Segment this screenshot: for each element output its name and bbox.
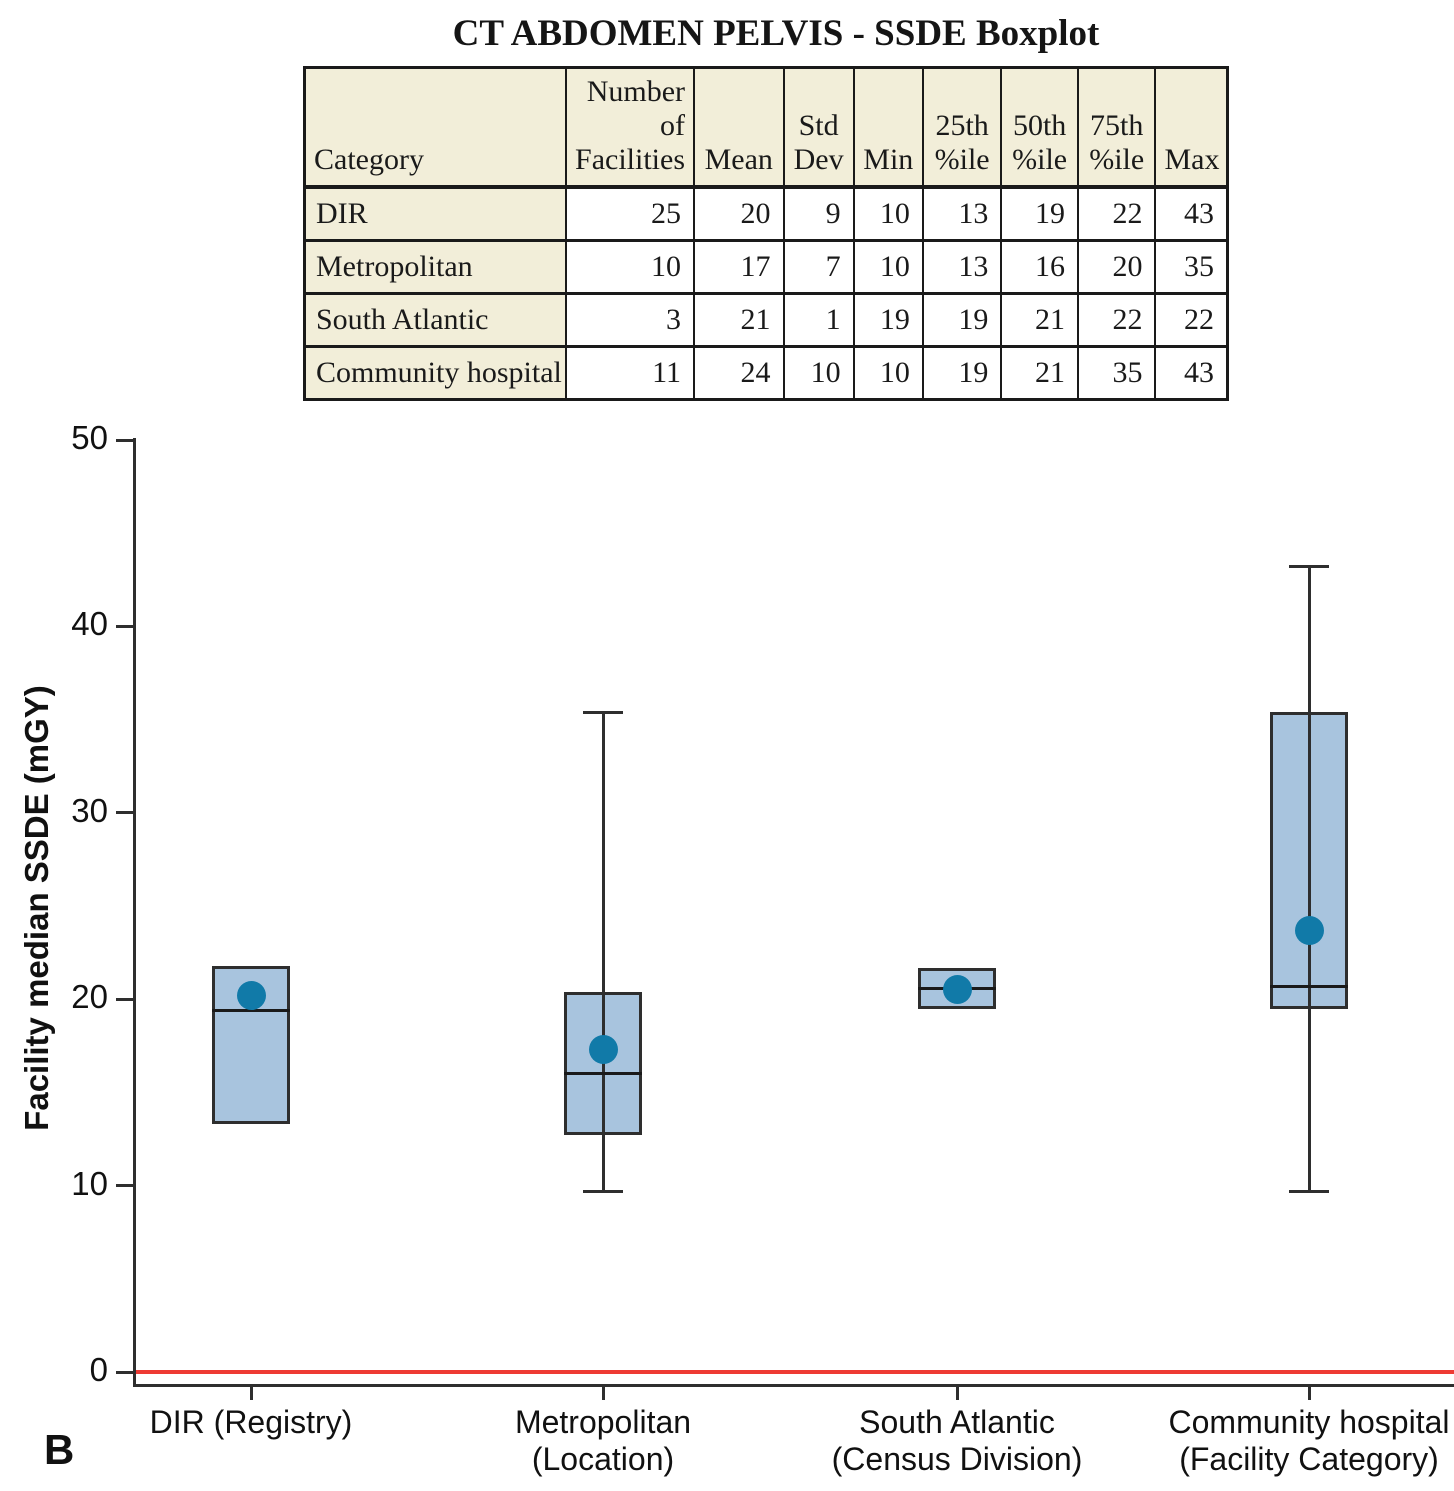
value-cell: 10	[564, 239, 696, 295]
median-line-dir	[212, 1008, 290, 1012]
median-line-community-hospital	[1270, 984, 1348, 988]
table-row: Community hospital 11 24 10 10 19 21 35 43	[303, 345, 1229, 401]
value-cell: 3	[564, 292, 696, 348]
value-cell: 43	[1154, 185, 1229, 242]
y-tick-label: 30	[71, 791, 108, 829]
header-cell: Min	[852, 66, 924, 189]
x-label-metropolitan: Metropolitan (Location)	[514, 1404, 692, 1477]
value-cell: 17	[693, 239, 785, 295]
table-row: DIR 25 20 9 10 13 19 22 43	[303, 185, 1229, 242]
mean-dot-south-atlantic	[942, 975, 972, 1005]
y-tick-label: 50	[71, 419, 108, 456]
y-tick	[116, 997, 135, 1001]
x-label-south-atlantic: South Atlantic (Census Division)	[831, 1404, 1083, 1477]
header-cell: Std Dev	[782, 66, 855, 189]
category-cell: Metropolitan	[303, 239, 567, 295]
category-cell: Community hospital	[303, 345, 567, 401]
y-axis-label: Facility median SSDE (mGY)	[18, 685, 55, 1131]
whisker-cap-high-metropolitan	[583, 710, 623, 714]
summary-stats-table: Category Number of Facilities Mean Std Dev M…	[303, 66, 1229, 401]
y-tick-label: 10	[71, 1164, 108, 1202]
zero-reference-line	[136, 1370, 1454, 1374]
y-axis-line	[133, 438, 136, 1386]
x-tick-south-atlantic	[955, 1387, 959, 1400]
mean-dot-dir	[236, 980, 266, 1010]
y-tick	[116, 811, 135, 815]
value-cell: 19	[921, 292, 1003, 348]
x-axis-line	[133, 1384, 1454, 1387]
header-cell: Number of Facilities	[564, 66, 696, 189]
value-cell: 10	[852, 345, 924, 401]
value-cell: 35	[1154, 239, 1229, 295]
value-cell: 11	[564, 345, 696, 401]
header-cell: Mean	[693, 66, 785, 189]
x-label-community-hospital: Community hospital (Facility Category)	[1168, 1404, 1450, 1477]
value-cell: 7	[782, 239, 855, 295]
x-tick-metropolitan	[601, 1387, 605, 1400]
chart-title: CT ABDOMEN PELVIS - SSDE Boxplot	[452, 13, 1100, 54]
y-tick-label: 0	[89, 1351, 108, 1388]
value-cell: 22	[1076, 292, 1157, 348]
category-cell: South Atlantic	[303, 292, 567, 348]
value-cell: 19	[852, 292, 924, 348]
median-line-metropolitan	[564, 1072, 642, 1076]
category-cell: DIR	[303, 185, 567, 242]
value-cell: 19	[1000, 185, 1079, 242]
value-cell: 21	[1000, 292, 1079, 348]
value-cell: 20	[693, 185, 785, 242]
value-cell: 19	[921, 345, 1003, 401]
table-row: South Atlantic 3 21 1 19 19 21 22 22	[303, 292, 1229, 348]
value-cell: 1	[782, 292, 855, 348]
whisker-cap-low-metropolitan	[583, 1189, 623, 1193]
value-cell: 10	[852, 185, 924, 242]
value-cell: 20	[1076, 239, 1157, 295]
y-tick	[116, 1184, 135, 1188]
value-cell: 24	[693, 345, 785, 401]
panel-label: B	[44, 1426, 75, 1473]
value-cell: 10	[782, 345, 855, 401]
y-tick	[116, 438, 135, 442]
value-cell: 16	[1000, 239, 1079, 295]
header-cell: 25th %ile	[921, 66, 1003, 189]
whisker-metropolitan	[601, 712, 605, 1192]
value-cell: 13	[921, 185, 1003, 242]
value-cell: 25	[564, 185, 696, 242]
header-cell: 75th %ile	[1076, 66, 1157, 189]
value-cell: 22	[1154, 292, 1229, 348]
value-cell: 43	[1154, 345, 1229, 401]
value-cell: 9	[782, 185, 855, 242]
y-tick	[116, 1370, 135, 1374]
x-tick-community-hospital	[1307, 1387, 1311, 1400]
header-cell: Max	[1154, 66, 1229, 189]
value-cell: 21	[693, 292, 785, 348]
whisker-cap-high-community-hospital	[1289, 565, 1329, 569]
whisker-community-hospital	[1307, 566, 1311, 1192]
whisker-cap-low-community-hospital	[1289, 1189, 1329, 1193]
table-header-row: Category Number of Facilities Mean Std Dev M…	[303, 66, 1229, 189]
x-tick-dir	[249, 1387, 253, 1400]
value-cell: 21	[1000, 345, 1079, 401]
table-row: Metropolitan 10 17 7 10 13 16 20 35	[303, 239, 1229, 295]
y-tick-label: 40	[71, 605, 108, 643]
y-tick-label: 20	[71, 978, 108, 1016]
mean-dot-community-hospital	[1294, 915, 1324, 945]
value-cell: 10	[852, 239, 924, 295]
x-label-dir: DIR (Registry)	[149, 1404, 353, 1440]
value-cell: 35	[1076, 345, 1157, 401]
mean-dot-metropolitan	[588, 1035, 618, 1065]
value-cell: 13	[921, 239, 1003, 295]
value-cell: 22	[1076, 185, 1157, 242]
header-cell: Category	[303, 66, 567, 189]
y-tick	[116, 624, 135, 628]
header-cell: 50th %ile	[1000, 66, 1079, 189]
